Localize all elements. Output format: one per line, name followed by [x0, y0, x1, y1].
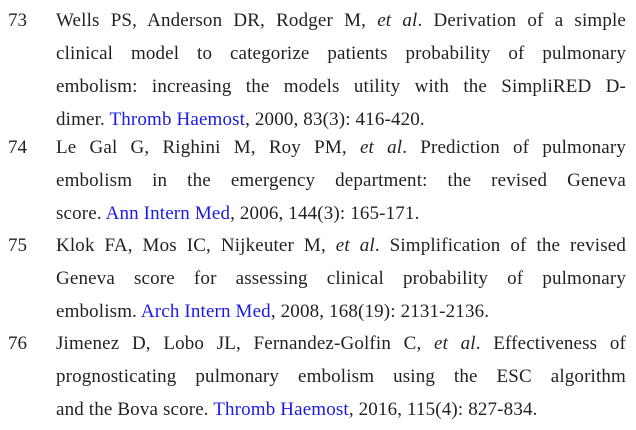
reference-line: embolism. Arch Intern Med, 2008, 168(19)… — [56, 295, 626, 328]
journal-link[interactable]: Thromb Haemost — [109, 109, 246, 130]
reference-line: Geneva score for assessing clinical prob… — [56, 262, 626, 295]
reference-etal: et al — [359, 137, 403, 158]
reference-title: . Prediction of pulmonary — [402, 137, 626, 158]
reference-title: embolism. — [56, 301, 141, 322]
reference-title: dimer. — [56, 109, 110, 130]
reference-etal: et al — [434, 333, 476, 354]
reference-line: and the Bova score. Thromb Haemost, 2016… — [56, 393, 626, 426]
reference-line: Klok FA, Mos IC, Nijkeuter M, et al. Sim… — [56, 229, 626, 262]
reference-authors: Le Gal G, Righini M, Roy PM, — [56, 137, 347, 158]
reference-number: 75 — [8, 235, 27, 256]
reference-citation: , 2000, 83(3): 416-420. — [245, 109, 425, 130]
journal-link[interactable]: Arch Intern Med — [140, 301, 271, 322]
reference-citation: , 2008, 168(19): 2131-2136. — [270, 301, 490, 322]
reference-authors: Klok FA, Mos IC, Nijkeuter M, — [56, 235, 326, 256]
reference-line: prognosticating pulmonary embolism using… — [56, 360, 626, 393]
reference-title: and the Bova score. — [56, 399, 214, 420]
reference-citation: , 2016, 115(4): 827-834. — [348, 399, 538, 420]
reference-number: 73 — [8, 10, 27, 31]
reference-etal: et al — [335, 235, 375, 256]
reference-text: Wells PS, Anderson DR, Rodger M, et al. … — [56, 4, 626, 136]
reference-title: . Derivation of a simple — [417, 10, 626, 31]
reference-authors: Wells PS, Anderson DR, Rodger M, — [56, 10, 367, 31]
reference-number: 74 — [8, 137, 27, 158]
reference-title: Geneva score for assessing clinical prob… — [56, 268, 626, 289]
reference-line: clinical model to categorize patients pr… — [56, 37, 626, 70]
reference-line: dimer. Thromb Haemost, 2000, 83(3): 416-… — [56, 103, 626, 136]
reference-title: score. — [56, 203, 106, 224]
journal-link[interactable]: Ann Intern Med — [105, 203, 231, 224]
reference-citation: , 2006, 144(3): 165-171. — [230, 203, 420, 224]
reference-line: score. Ann Intern Med, 2006, 144(3): 165… — [56, 197, 626, 230]
reference-etal: et al — [377, 10, 418, 31]
reference-line: Le Gal G, Righini M, Roy PM, et al. Pred… — [56, 131, 626, 164]
reference-number: 76 — [8, 333, 27, 354]
reference-text: Jimenez D, Lobo JL, Fernandez-Golfin C, … — [56, 327, 626, 426]
reference-text: Klok FA, Mos IC, Nijkeuter M, et al. Sim… — [56, 229, 626, 328]
reference-line: embolism in the emergency department: th… — [56, 164, 626, 197]
reference-line: Wells PS, Anderson DR, Rodger M, et al. … — [56, 4, 626, 37]
reference-title: embolism in the emergency department: th… — [56, 170, 626, 191]
reference-title: clinical model to categorize patients pr… — [56, 43, 626, 64]
reference-title: . Effectiveness of — [475, 333, 626, 354]
reference-text: Le Gal G, Righini M, Roy PM, et al. Pred… — [56, 131, 626, 230]
reference-title: prognosticating pulmonary embolism using… — [56, 366, 626, 387]
reference-authors: Jimenez D, Lobo JL, Fernandez-Golfin C, — [56, 333, 422, 354]
reference-title: embolism: increasing the models utility … — [56, 76, 626, 97]
journal-link[interactable]: Thromb Haemost — [213, 399, 349, 420]
reference-line: Jimenez D, Lobo JL, Fernandez-Golfin C, … — [56, 327, 626, 360]
reference-title: . Simplification of the revised — [374, 235, 626, 256]
reference-line: embolism: increasing the models utility … — [56, 70, 626, 103]
